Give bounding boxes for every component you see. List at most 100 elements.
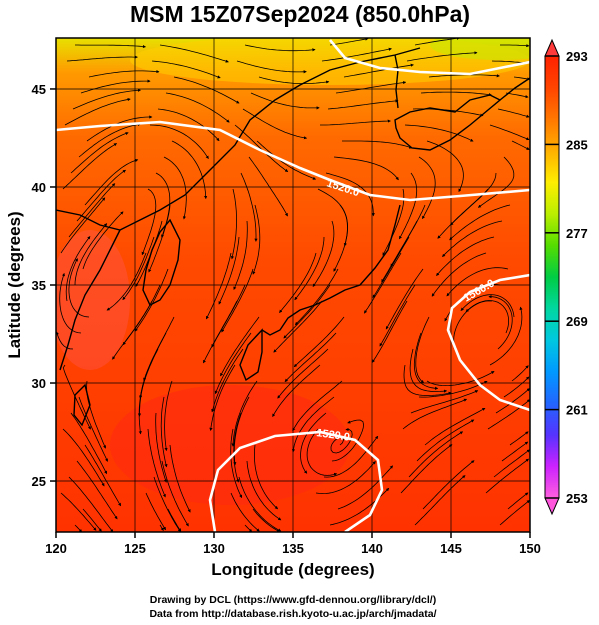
streamline [56,331,74,350]
streamline [159,44,229,63]
y-tick-label: 45 [32,82,46,97]
x-tick-label: 150 [519,541,541,556]
contour-south [208,430,384,532]
streamline [323,435,379,478]
streamline [248,156,288,217]
streamline [153,476,181,532]
colorbar-min-arrow [544,497,560,516]
streamline [333,204,348,272]
streamline [426,140,464,193]
streamline [233,220,248,290]
streamline [84,444,122,507]
coastline-japan-hokkaido [394,94,502,151]
streamline [410,390,479,414]
streamline [272,364,321,418]
streamline [460,294,515,318]
streamline [254,444,279,510]
x-tick-label: 145 [440,541,462,556]
streamline [68,476,114,532]
colorbar-tick-label: 253 [566,491,588,506]
colorbar-tick-label: 277 [566,226,588,241]
streamline [65,235,91,302]
streamline [331,419,365,462]
streamline [258,76,330,85]
lat-lon-grid [56,38,530,532]
streamline [159,524,164,531]
colorbar-max-arrow [544,38,560,57]
streamline [294,236,325,301]
streamline [141,188,157,256]
warm-patch [110,385,350,505]
streamline [164,380,173,452]
streamline [161,460,189,527]
streamline [230,428,243,499]
colorbar: 293 285 277 269 261 253 [544,38,588,516]
streamline [167,508,182,532]
streamline [327,99,399,110]
streamline [495,388,530,414]
coastline-sakhalin [394,54,399,109]
streamline [169,444,191,513]
coastline-japan-honshu [261,204,401,336]
streamline [246,460,282,521]
streamline [418,156,436,220]
streamline [112,300,153,360]
streamline [294,268,339,326]
streamline [414,38,460,46]
streamline [503,376,530,398]
streamline [80,79,151,94]
y-axis-label: Latitude (degrees) [5,211,24,358]
streamline [342,140,413,149]
streamline [236,60,307,74]
streamline [75,44,147,49]
streamline [78,396,108,462]
streamline [62,428,105,487]
streamline [283,284,331,339]
streamline [160,396,168,468]
streamline [437,188,489,239]
streamline [218,236,240,305]
streamline [165,92,230,123]
contour-north [56,120,530,202]
coastline-asia-mainland [56,47,421,231]
streamline [74,223,108,286]
streamline [315,461,376,495]
colorbar-tick-label: 285 [566,137,588,152]
streamline [273,300,323,353]
streamline [416,419,475,462]
streamline [329,38,369,46]
x-axis-ticks: 120 125 130 135 140 145 150 [45,532,541,556]
streamline [497,108,530,118]
geopotential-contours [56,39,530,532]
streamline [244,524,253,532]
streamline [244,44,316,52]
streamline [209,364,236,432]
streamline [66,55,138,62]
streamline [300,412,327,474]
streamline [500,44,530,48]
streamline [414,475,466,526]
streamline [306,428,338,476]
streamline [493,449,530,478]
streamline [343,63,414,78]
streamline [250,92,320,110]
streamline [489,306,523,366]
streamline [406,51,478,62]
coastline-kyushu [239,328,263,382]
streamline [418,380,488,398]
streamline [230,492,260,532]
streamline [499,500,530,526]
streamline [400,444,453,494]
streamline [151,60,221,79]
streamline [505,92,529,99]
streamline [449,204,511,241]
streamline [372,236,410,299]
colorbar-bar [544,55,560,499]
streamline [76,460,118,520]
x-tick-label: 135 [282,541,304,556]
streamline [431,252,487,297]
credit-drawing: Drawing by DCL (https://www.gfd-dennou.o… [150,594,436,606]
streamline [70,132,129,174]
streamline [333,156,399,181]
streamline [403,364,452,397]
